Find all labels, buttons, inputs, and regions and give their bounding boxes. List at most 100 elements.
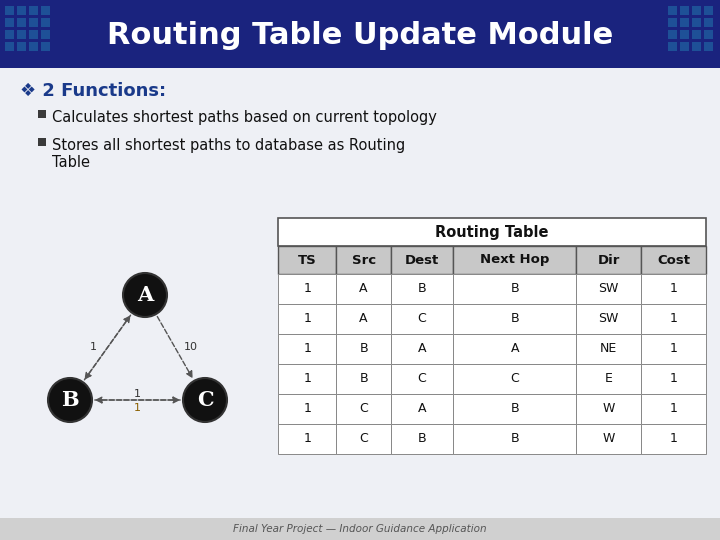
FancyBboxPatch shape [641, 364, 706, 394]
Text: Next Hop: Next Hop [480, 253, 549, 267]
FancyBboxPatch shape [336, 424, 391, 454]
FancyBboxPatch shape [17, 30, 26, 39]
Text: W: W [603, 433, 615, 446]
FancyBboxPatch shape [29, 30, 38, 39]
Text: 1: 1 [303, 402, 311, 415]
Text: Dest: Dest [405, 253, 439, 267]
FancyBboxPatch shape [278, 274, 336, 304]
FancyBboxPatch shape [17, 6, 26, 15]
FancyBboxPatch shape [278, 304, 336, 334]
Text: 10: 10 [184, 342, 198, 353]
FancyBboxPatch shape [668, 42, 677, 51]
FancyBboxPatch shape [391, 424, 453, 454]
FancyBboxPatch shape [278, 218, 706, 246]
FancyBboxPatch shape [576, 364, 641, 394]
FancyBboxPatch shape [41, 30, 50, 39]
FancyBboxPatch shape [641, 304, 706, 334]
Text: 1: 1 [303, 313, 311, 326]
Text: C: C [197, 390, 213, 410]
Circle shape [48, 378, 92, 422]
FancyBboxPatch shape [641, 274, 706, 304]
Text: 1: 1 [303, 342, 311, 355]
Text: 1: 1 [90, 342, 97, 353]
FancyBboxPatch shape [680, 42, 689, 51]
FancyBboxPatch shape [5, 18, 14, 27]
FancyBboxPatch shape [692, 18, 701, 27]
FancyBboxPatch shape [704, 18, 713, 27]
FancyBboxPatch shape [38, 110, 46, 118]
Text: 1: 1 [134, 389, 141, 399]
Text: 1: 1 [670, 313, 678, 326]
Text: Routing Table: Routing Table [436, 225, 549, 240]
FancyBboxPatch shape [641, 246, 706, 274]
Text: Final Year Project — Indoor Guidance Application: Final Year Project — Indoor Guidance App… [233, 524, 487, 534]
Text: B: B [61, 390, 78, 410]
FancyBboxPatch shape [668, 6, 677, 15]
Text: SW: SW [598, 313, 619, 326]
Text: A: A [510, 342, 519, 355]
Text: 1: 1 [670, 433, 678, 446]
FancyBboxPatch shape [641, 334, 706, 364]
FancyBboxPatch shape [453, 304, 576, 334]
Text: C: C [418, 373, 426, 386]
Text: Stores all shortest paths to database as Routing: Stores all shortest paths to database as… [52, 138, 405, 153]
Text: 1: 1 [670, 373, 678, 386]
Text: 1: 1 [303, 373, 311, 386]
FancyBboxPatch shape [391, 364, 453, 394]
Text: Routing Table Update Module: Routing Table Update Module [107, 22, 613, 51]
FancyBboxPatch shape [0, 0, 720, 68]
FancyBboxPatch shape [453, 364, 576, 394]
FancyBboxPatch shape [336, 246, 391, 274]
FancyBboxPatch shape [336, 334, 391, 364]
FancyBboxPatch shape [38, 138, 46, 146]
Text: Dir: Dir [598, 253, 620, 267]
FancyBboxPatch shape [336, 394, 391, 424]
Text: 1: 1 [303, 433, 311, 446]
FancyBboxPatch shape [278, 246, 336, 274]
FancyBboxPatch shape [680, 6, 689, 15]
Text: Src: Src [351, 253, 376, 267]
Circle shape [183, 378, 227, 422]
Text: B: B [418, 282, 426, 295]
FancyBboxPatch shape [391, 304, 453, 334]
Text: C: C [359, 402, 368, 415]
FancyBboxPatch shape [41, 6, 50, 15]
Text: TS: TS [298, 253, 317, 267]
FancyBboxPatch shape [0, 518, 720, 540]
Text: E: E [605, 373, 613, 386]
Text: B: B [510, 313, 519, 326]
FancyBboxPatch shape [336, 274, 391, 304]
Text: 1: 1 [670, 282, 678, 295]
FancyBboxPatch shape [278, 334, 336, 364]
FancyBboxPatch shape [692, 42, 701, 51]
Text: B: B [510, 282, 519, 295]
FancyBboxPatch shape [453, 274, 576, 304]
FancyBboxPatch shape [453, 424, 576, 454]
FancyBboxPatch shape [576, 424, 641, 454]
FancyBboxPatch shape [704, 42, 713, 51]
Text: B: B [510, 402, 519, 415]
Text: B: B [510, 433, 519, 446]
FancyBboxPatch shape [576, 394, 641, 424]
FancyBboxPatch shape [692, 30, 701, 39]
FancyBboxPatch shape [391, 246, 453, 274]
FancyBboxPatch shape [336, 364, 391, 394]
FancyBboxPatch shape [576, 246, 641, 274]
FancyBboxPatch shape [680, 18, 689, 27]
Text: W: W [603, 402, 615, 415]
FancyBboxPatch shape [704, 6, 713, 15]
FancyBboxPatch shape [17, 18, 26, 27]
Text: 1: 1 [303, 282, 311, 295]
Text: Cost: Cost [657, 253, 690, 267]
FancyBboxPatch shape [641, 394, 706, 424]
Text: 1: 1 [134, 403, 141, 413]
Text: SW: SW [598, 282, 619, 295]
FancyBboxPatch shape [391, 274, 453, 304]
FancyBboxPatch shape [278, 394, 336, 424]
Text: C: C [510, 373, 519, 386]
Text: B: B [418, 433, 426, 446]
Text: A: A [359, 282, 368, 295]
Text: C: C [418, 313, 426, 326]
FancyBboxPatch shape [391, 334, 453, 364]
Text: NE: NE [600, 342, 617, 355]
